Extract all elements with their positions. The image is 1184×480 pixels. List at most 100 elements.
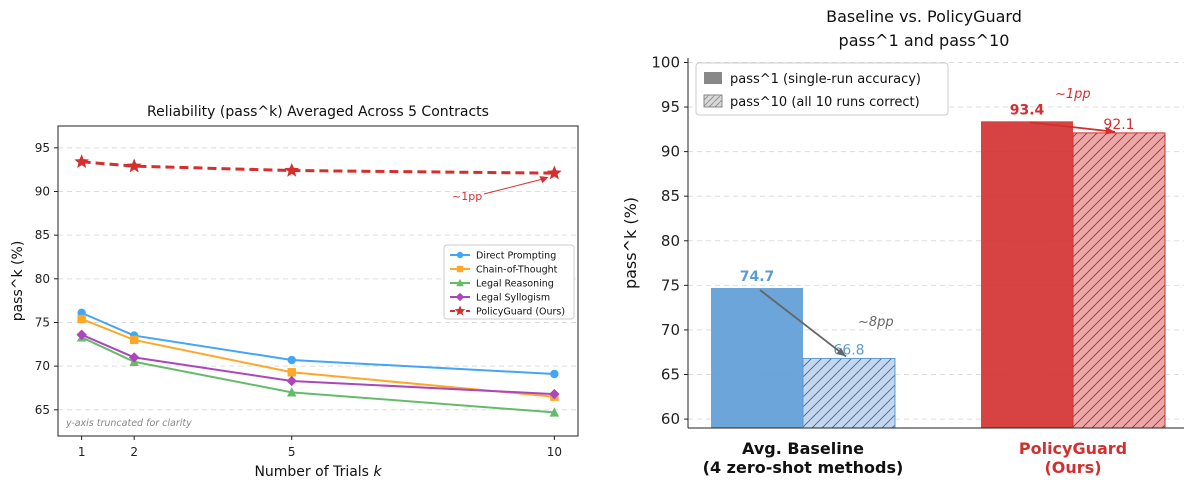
line-chart: Reliability (pass^k) Averaged Across 5 C…	[10, 104, 579, 480]
bar-chart-y-tick-label: 95	[661, 98, 680, 116]
legend-label: Chain-of-Thought	[476, 265, 558, 276]
legend-label: PolicyGuard (Ours)	[476, 307, 565, 318]
bar-pass1	[711, 288, 803, 428]
line-chart-y-label: pass^k (%)	[10, 241, 26, 322]
line-chart-x-tick-label: 5	[288, 445, 296, 459]
line-chart-y-tick-label: 90	[35, 184, 50, 198]
data-point	[549, 388, 560, 400]
legend-marker	[455, 292, 465, 302]
legend-marker	[456, 278, 464, 287]
bar-pass10	[802, 357, 896, 429]
data-point	[74, 154, 89, 168]
line-chart-legend: Direct Prompting Chain-of-Thought Legal Re…	[443, 244, 575, 320]
data-point	[287, 368, 296, 377]
legend-item: Legal Syllogism	[450, 293, 550, 304]
line-chart-y-tick-label: 75	[35, 315, 50, 329]
policyguard-drop-arrow	[1029, 121, 1116, 135]
legend-item: Chain-of-Thought	[450, 265, 558, 276]
line-chart-title: Reliability (pass^k) Averaged Across 5 C…	[147, 104, 489, 120]
bar-chart-y-label: pass^k (%)	[621, 197, 640, 289]
bar-chart-y-tick-label: 90	[661, 143, 680, 161]
category-label: PolicyGuard (Ours)	[1019, 439, 1127, 477]
series-policyguard-ours	[74, 154, 562, 180]
value-label-pass10: 92.1	[1103, 117, 1134, 133]
line-chart-annotation-arrowhead	[539, 176, 549, 184]
legend-marker	[456, 265, 464, 273]
series-line	[81, 311, 555, 375]
legend-item: Legal Reasoning	[450, 279, 554, 290]
legend-marker	[454, 305, 466, 316]
line-chart-frame	[57, 125, 579, 437]
legend-marker	[456, 251, 464, 259]
data-point	[128, 352, 140, 363]
legend-label: Direct Prompting	[476, 251, 556, 262]
bar-chart-y-tick-label: 65	[661, 366, 680, 384]
data-point	[77, 314, 86, 324]
line-chart-x-tick-label: 1	[78, 445, 86, 459]
legend-box	[695, 62, 949, 116]
data-point	[287, 387, 297, 397]
data-point	[547, 165, 562, 180]
line-chart-annotation-1pp: ~1pp	[452, 190, 482, 203]
line-chart-y-tick-label: 95	[35, 141, 50, 155]
arrow-shaft	[759, 289, 847, 358]
legend-item: Direct Prompting	[450, 251, 556, 262]
series-line	[81, 318, 555, 398]
line-chart-x-label: Number of Trials k	[254, 464, 382, 480]
legend-swatch	[703, 94, 723, 108]
data-point	[76, 329, 87, 340]
bar-chart-title: Baseline vs. PolicyGuard	[826, 7, 1022, 26]
bar-chart-y-tick-label: 85	[661, 187, 680, 205]
bar-chart-legend: pass^1 (single-run accuracy) pass^10 (all…	[695, 62, 949, 116]
baseline-drop-label: ~8pp	[858, 315, 894, 330]
data-point	[286, 375, 297, 387]
bar-pass10	[1072, 132, 1166, 429]
bar-pass1	[981, 121, 1073, 428]
data-point	[284, 162, 300, 177]
legend-label: Legal Reasoning	[476, 279, 554, 290]
data-point	[549, 407, 560, 417]
legend-box	[443, 244, 575, 320]
value-label-pass1: 93.4	[1010, 102, 1045, 118]
bar-chart-y-tick-label: 70	[661, 321, 680, 339]
line-chart-annotation-arrow	[483, 178, 543, 195]
truncation-note: y-axis truncated for clarity	[65, 418, 192, 429]
legend-label: Legal Syllogism	[476, 293, 550, 304]
legend-label: pass^10 (all 10 runs correct)	[730, 95, 920, 110]
series-line	[81, 336, 555, 414]
arrow-head	[836, 347, 846, 357]
bar-chart: Baseline vs. PolicyGuard pass^1 and pass…	[621, 7, 1184, 477]
series-legal-reasoning	[76, 332, 560, 417]
series-chain-of-thought	[77, 314, 559, 401]
line-chart-y-tick-label: 85	[35, 228, 50, 242]
value-label-pass1: 74.7	[740, 269, 775, 285]
legend-item: pass^10 (all 10 runs correct)	[703, 94, 920, 110]
legend-item: pass^1 (single-run accuracy)	[704, 72, 921, 87]
data-point	[129, 335, 139, 345]
bar-chart-y-tick-label: 75	[661, 276, 680, 294]
series-legal-syllogism	[76, 329, 560, 400]
legend-item: PolicyGuard (Ours)	[450, 305, 565, 318]
arrow-shaft	[1029, 121, 1116, 133]
bar-chart-y-tick-label: 100	[651, 53, 680, 71]
line-chart-y-tick-label: 80	[35, 272, 50, 286]
line-chart-x-tick-label: 2	[130, 445, 138, 459]
baseline-drop-arrow	[759, 289, 847, 358]
arrow-head	[1105, 126, 1115, 135]
legend-swatch	[704, 72, 722, 84]
series-line	[81, 333, 555, 396]
bar-chart-y-tick-label: 80	[661, 232, 680, 250]
legend-label: pass^1 (single-run accuracy)	[730, 72, 921, 87]
bar-chart-y-tick-label: 60	[661, 410, 680, 428]
data-point	[550, 369, 559, 379]
category-label: Avg. Baseline (4 zero-shot methods)	[703, 439, 904, 477]
policyguard-drop-label: ~1pp	[1055, 87, 1091, 102]
line-chart-x-tick-label: 10	[547, 445, 562, 459]
series-line	[81, 160, 555, 175]
data-point	[287, 355, 296, 365]
line-chart-y-tick-label: 65	[35, 403, 50, 417]
bar-chart-subtitle: pass^1 and pass^10	[839, 31, 1010, 50]
data-point	[126, 158, 142, 173]
line-chart-y-tick-label: 70	[35, 359, 50, 373]
